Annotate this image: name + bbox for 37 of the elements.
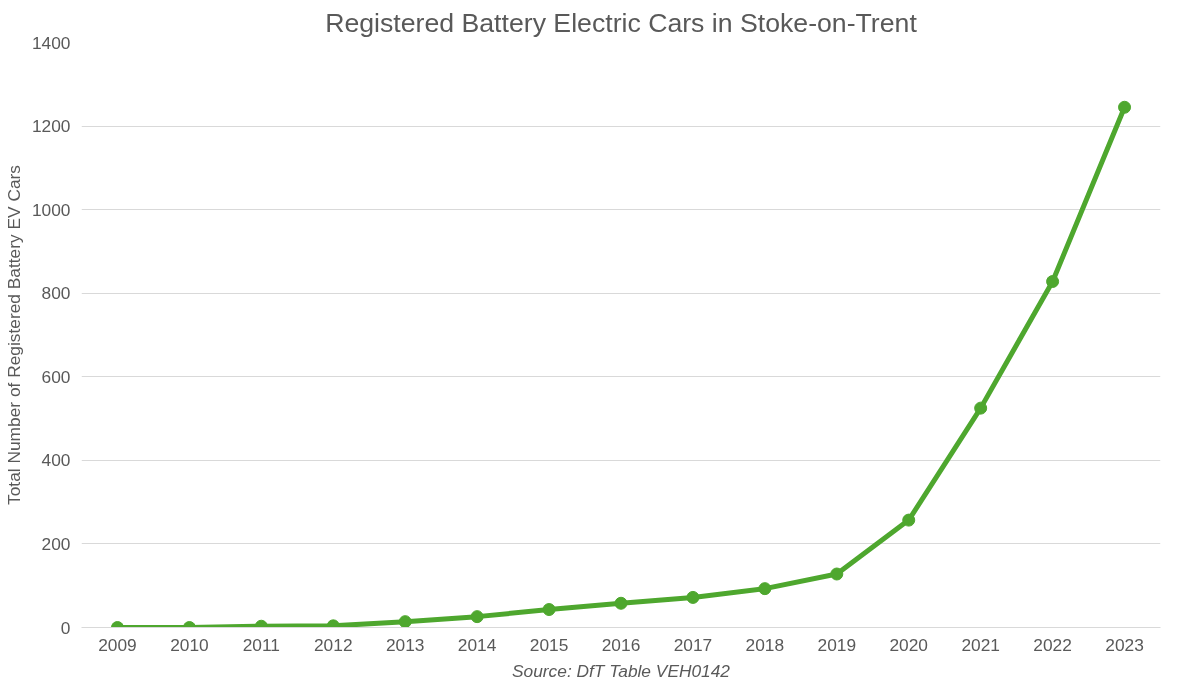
source-note: Source: DfT Table VEH0142 bbox=[512, 660, 731, 681]
x-tick-label: 2009 bbox=[98, 634, 137, 655]
x-tick-label: 2012 bbox=[313, 634, 353, 655]
x-tick-label: 2011 bbox=[242, 634, 280, 655]
point bbox=[470, 610, 484, 624]
point bbox=[542, 603, 556, 617]
y-tick-label: 1400 bbox=[31, 32, 71, 53]
y-tick-label: 600 bbox=[41, 366, 71, 387]
x-tick-label: 2013 bbox=[385, 634, 425, 655]
x-tick-label: 2017 bbox=[673, 634, 713, 655]
x-tick-label: 2015 bbox=[529, 634, 569, 655]
point bbox=[758, 582, 772, 596]
point bbox=[686, 590, 700, 604]
x-tick-label: 2022 bbox=[1033, 634, 1072, 655]
point bbox=[830, 567, 844, 581]
y-tick-label: 400 bbox=[41, 450, 71, 471]
y-axis-title: Total Number of Registered Battery EV Cars bbox=[3, 164, 24, 505]
x-tick-label: 2014 bbox=[457, 634, 497, 655]
point bbox=[1118, 100, 1132, 114]
x-tick-label: 2023 bbox=[1105, 634, 1144, 655]
point bbox=[1046, 275, 1060, 288]
x-tick-label: 2021 bbox=[961, 634, 1000, 655]
chart-title: Registered Battery Electric Cars in Stoke-on-Trent bbox=[325, 7, 918, 38]
y-tick-label: 200 bbox=[41, 533, 71, 554]
y-tick-label: 1200 bbox=[31, 116, 71, 137]
x-tick-label: 2016 bbox=[601, 634, 641, 655]
x-tick-label: 2010 bbox=[170, 634, 209, 655]
x-tick-label: 2018 bbox=[745, 634, 785, 655]
point bbox=[902, 513, 916, 527]
point bbox=[398, 615, 412, 628]
x-tick-label: 2019 bbox=[817, 634, 857, 655]
y-tick-label: 800 bbox=[41, 283, 71, 304]
point bbox=[614, 596, 628, 610]
y-tick-label: 1000 bbox=[31, 199, 71, 220]
point bbox=[974, 401, 988, 415]
y-tick-label: 0 bbox=[60, 617, 71, 638]
x-tick-label: 2020 bbox=[889, 634, 929, 655]
